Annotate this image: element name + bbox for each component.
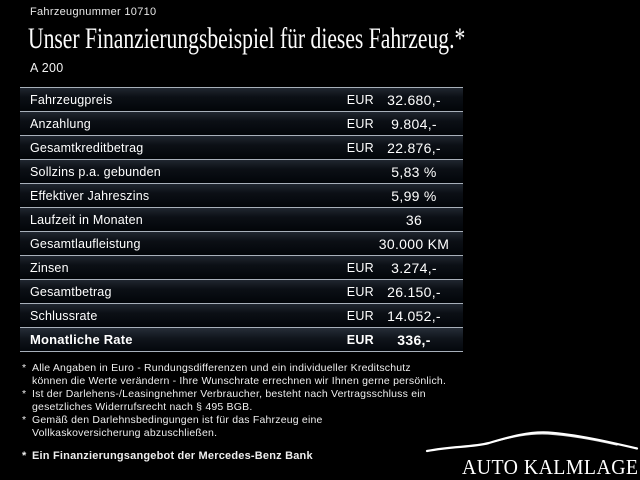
row-label: Laufzeit in Monaten: [30, 212, 143, 227]
table-row: Laufzeit in Monaten 36: [20, 207, 463, 231]
table-row: Effektiver Jahreszins 5,99 %: [20, 183, 463, 207]
vehicle-number: Fahrzeugnummer 10710: [30, 6, 157, 18]
row-currency: EUR: [346, 92, 374, 107]
row-label: Schlussrate: [30, 308, 98, 323]
row-label: Sollzins p.a. gebunden: [30, 164, 161, 179]
row-label: Fahrzeugpreis: [30, 92, 113, 107]
row-currency: EUR: [346, 308, 374, 323]
row-currency: EUR: [346, 284, 374, 299]
row-value: 3.274,-: [391, 259, 437, 276]
footnote: * Ein Finanzierungsangebot der Mercedes-B…: [22, 450, 446, 463]
row-label: Effektiver Jahreszins: [30, 188, 150, 203]
table-row: Fahrzeugpreis EUR 32.680,-: [20, 87, 463, 111]
table-row: Gesamtkreditbetrag EUR 22.876,-: [20, 135, 463, 159]
row-value: 5,99 %: [391, 187, 437, 204]
footnote-marker: *: [22, 414, 27, 426]
row-label: Zinsen: [30, 260, 69, 275]
row-value: 30.000 KM: [378, 235, 450, 252]
row-label: Gesamtbetrag: [30, 284, 112, 299]
row-label: Anzahlung: [30, 116, 91, 131]
footnote-text: Gemäß den Darlehnsbedingungen ist für da…: [32, 414, 323, 439]
page-title: Unser Finanzierungsbeispiel für dieses F…: [28, 22, 466, 55]
footnote-text: Ist der Darlehens-/Leasingnehmer Verbrau…: [32, 388, 426, 413]
footnote: * Ist der Darlehens-/Leasingnehmer Verbra…: [22, 388, 446, 414]
footnotes: * Alle Angaben in Euro - Rundungsdifferen…: [22, 362, 446, 463]
row-value: 5,83 %: [391, 163, 437, 180]
row-label: Gesamtlaufleistung: [30, 236, 141, 251]
footnote: * Alle Angaben in Euro - Rundungsdifferen…: [22, 362, 446, 388]
row-currency: EUR: [346, 140, 374, 155]
table-row: Gesamtlaufleistung 30.000 KM: [20, 231, 463, 255]
footnote-text: Ein Finanzierungsangebot der Mercedes-Be…: [32, 450, 313, 462]
row-currency: EUR: [346, 332, 374, 347]
row-currency: EUR: [346, 260, 374, 275]
vehicle-model: A 200: [30, 61, 64, 75]
footnote-marker: *: [22, 388, 27, 400]
table-row: Schlussrate EUR 14.052,-: [20, 303, 463, 327]
row-value: 36: [405, 211, 423, 228]
finance-table: Fahrzeugpreis EUR 32.680,- Anzahlung EUR 9.80…: [20, 87, 463, 352]
row-value: 336,-: [397, 331, 431, 348]
table-row: Monatliche Rate EUR 336,-: [20, 327, 463, 351]
dealer-logo: AUTO KALMLAGE: [425, 428, 640, 480]
row-value: 9.804,-: [391, 115, 437, 132]
car-silhouette-icon: [425, 431, 639, 453]
table-row: Zinsen EUR 3.274,-: [20, 255, 463, 279]
table-row: Gesamtbetrag EUR 26.150,-: [20, 279, 463, 303]
footnote-marker: *: [22, 450, 27, 462]
table-row: Sollzins p.a. gebunden 5,83 %: [20, 159, 463, 183]
footnote: * Gemäß den Darlehnsbedingungen ist für d…: [22, 414, 446, 440]
footnote-marker: *: [22, 362, 27, 374]
row-value: 22.876,-: [387, 139, 441, 156]
row-value: 32.680,-: [387, 91, 441, 108]
row-value: 26.150,-: [387, 283, 441, 300]
footnote-text: Alle Angaben in Euro - Rundungsdifferenz…: [32, 362, 447, 387]
dealer-name: AUTO KALMLAGE: [462, 455, 639, 479]
table-row: Anzahlung EUR 9.804,-: [20, 111, 463, 135]
row-value: 14.052,-: [387, 307, 441, 324]
row-label: Monatliche Rate: [30, 332, 133, 347]
row-label: Gesamtkreditbetrag: [30, 140, 144, 155]
row-currency: EUR: [346, 116, 374, 131]
